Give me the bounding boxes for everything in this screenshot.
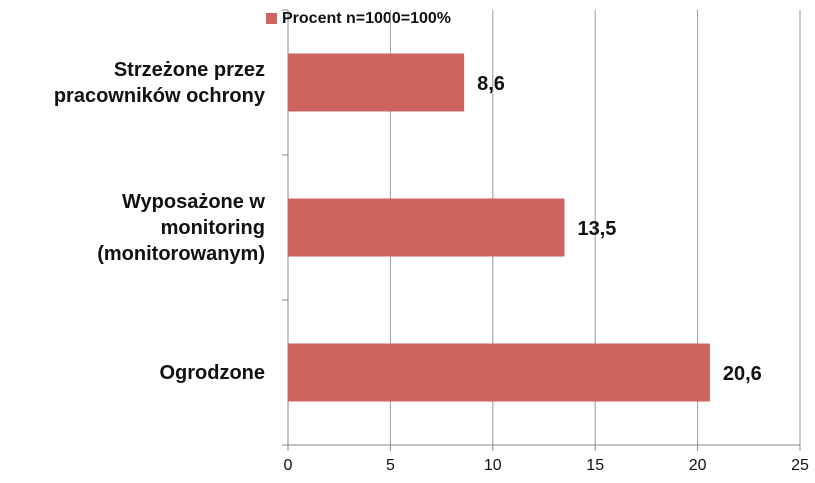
- category-label: Strzeżone przez pracowników ochrony: [53, 58, 265, 107]
- x-tick-label: 20: [689, 457, 707, 474]
- x-tick-label: 5: [386, 457, 395, 474]
- value-label: 8,6: [477, 73, 505, 95]
- x-tick-label: 25: [791, 457, 809, 474]
- legend-swatch: [266, 13, 277, 24]
- x-tick-label: 15: [586, 457, 604, 474]
- legend-label: Procent n=1000=100%: [282, 10, 451, 27]
- bar: [288, 198, 565, 257]
- value-label: 13,5: [577, 218, 616, 240]
- x-tick-label: 0: [284, 457, 293, 474]
- bar: [288, 343, 710, 402]
- x-tick-label: 10: [484, 457, 502, 474]
- bar: [288, 53, 465, 112]
- category-label: Wyposażone w monitoring (monitorowanym): [97, 190, 265, 265]
- value-label: 20,6: [723, 363, 762, 385]
- category-label: Ogrodzone: [159, 361, 265, 384]
